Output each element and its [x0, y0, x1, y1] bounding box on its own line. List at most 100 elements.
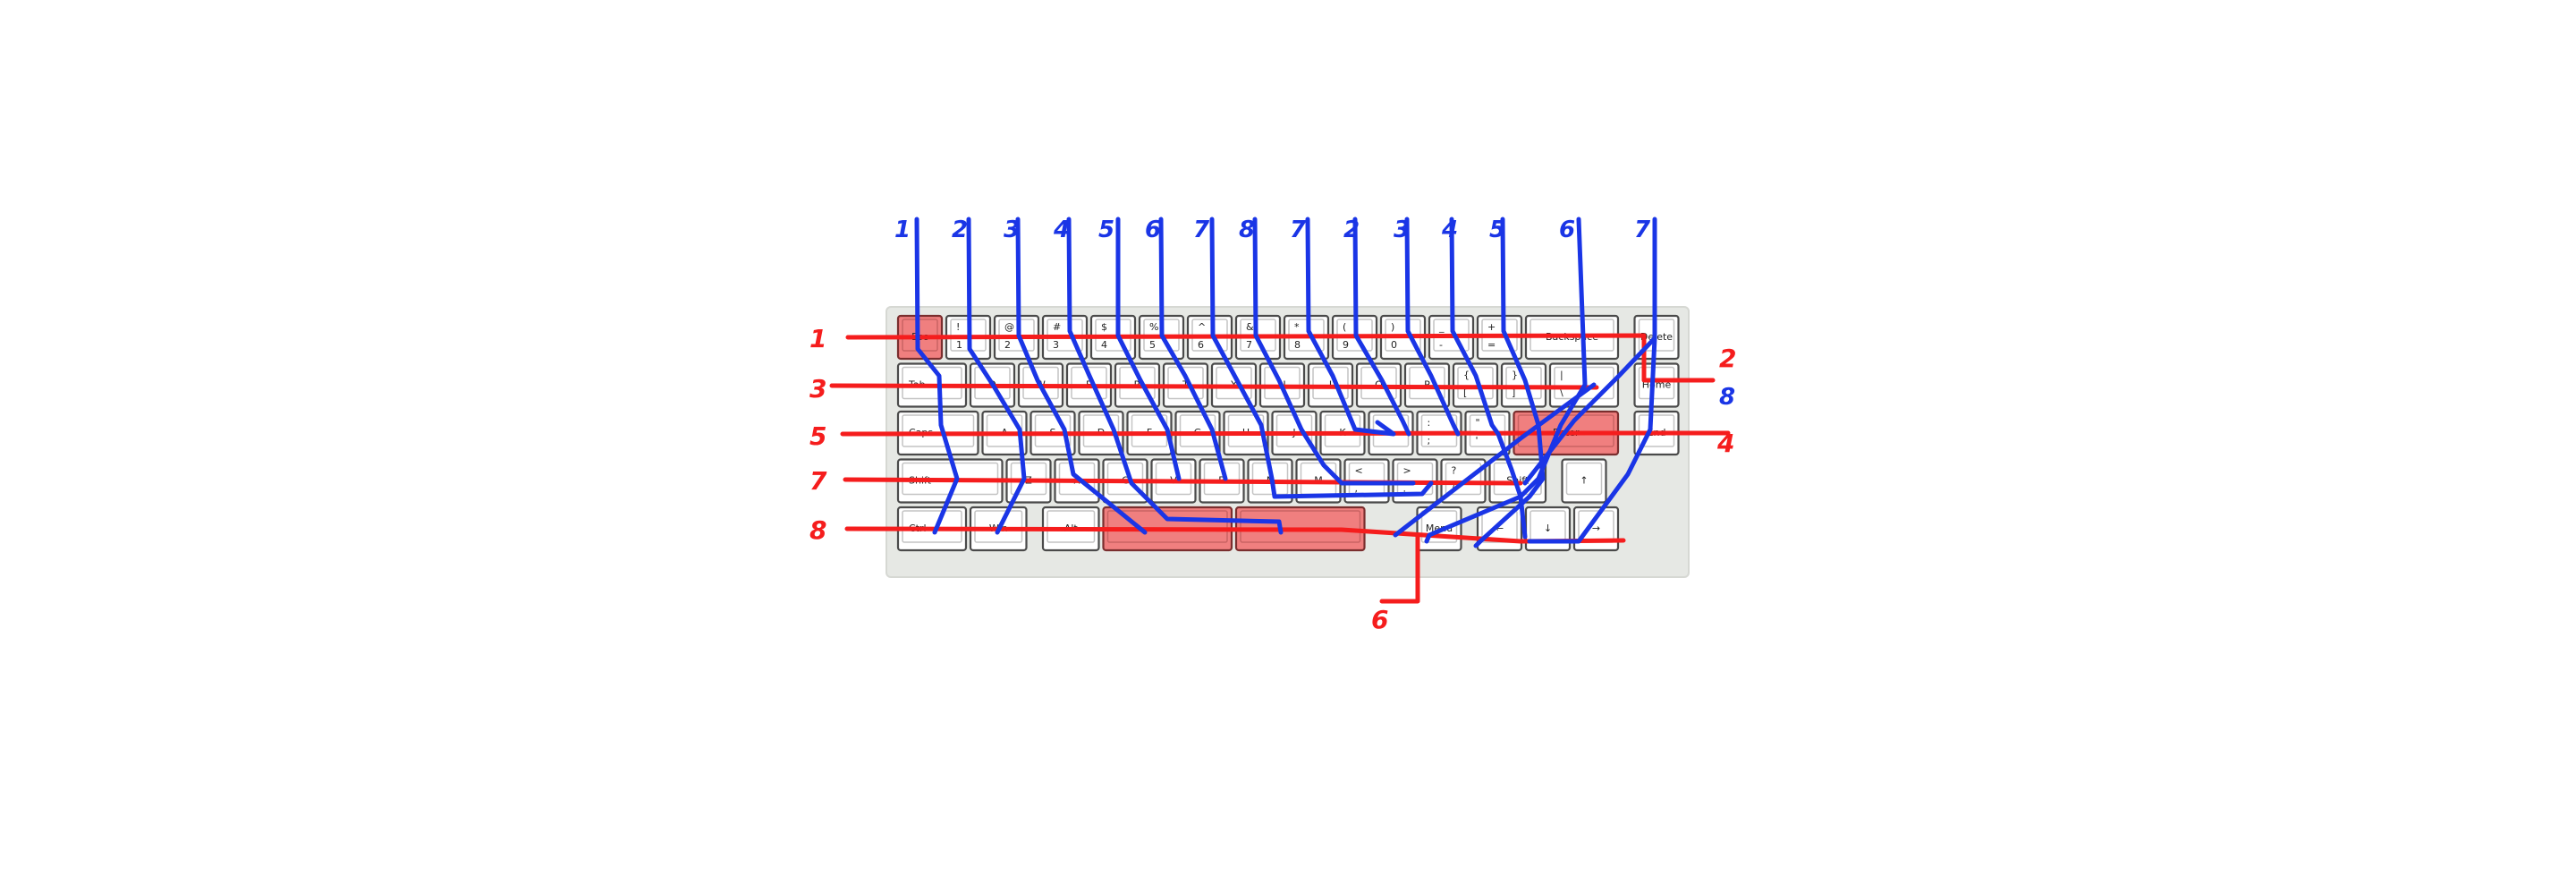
keycap-top [1264, 366, 1301, 400]
keycap-top [974, 510, 1023, 543]
key-legend-top: ( [1343, 321, 1346, 333]
key-legend-top: ^ [1198, 321, 1206, 333]
key-legend-bottom: 8 [1294, 339, 1301, 351]
key-legend-bottom: , [1355, 483, 1359, 495]
column-number-8: 8 [1239, 217, 1255, 243]
key-legend-top: { [1463, 370, 1470, 381]
row-number-4: 7 [809, 466, 827, 496]
column-number-6: 6 [1145, 217, 1161, 243]
right-number-3: 4 [1716, 429, 1734, 458]
column-wire-8 [1252, 217, 1416, 486]
column-number-7: 7 [1193, 217, 1210, 243]
key-legend-top: * [1294, 321, 1300, 333]
column-number-5: 5 [1098, 217, 1114, 243]
key-legend-bottom: 0 [1391, 339, 1397, 351]
column-number-14: 6 [1559, 217, 1575, 243]
key-legend-top: $ [1101, 321, 1107, 333]
keycap-top [902, 510, 962, 543]
column-wire-3 [1015, 217, 1148, 535]
keycap-top [1034, 414, 1072, 447]
keycap-top [1119, 366, 1156, 400]
key-legend-bottom: ] [1512, 387, 1515, 399]
key-legend-bottom: 6 [1198, 339, 1204, 351]
key-legend: → [1592, 523, 1600, 534]
column-wire-7 [1209, 217, 1434, 499]
key-4-7[interactable]: ↓ [1524, 506, 1572, 552]
column-number-4: 4 [1053, 217, 1070, 243]
key-legend-top: | [1560, 370, 1563, 381]
key-legend-top: % [1149, 321, 1158, 333]
key-1-14[interactable]: Home [1633, 362, 1680, 408]
keycap-top [974, 366, 1011, 400]
column-wire-10 [1352, 217, 1411, 437]
column-number-11: 3 [1394, 217, 1410, 243]
key-legend-top: > [1403, 465, 1411, 477]
keycap [1561, 458, 1607, 504]
key-legend: ↑ [1580, 475, 1588, 487]
wire-number-labels: 1 2 3 4 5 6 7 8 7 2 3 4 5 6 7 1 3 5 7 8 2 8 4 6 [809, 217, 1736, 634]
key-legend: ← [1496, 523, 1504, 534]
row-wire-6 [1379, 532, 1420, 604]
row-wire-1 [845, 333, 1716, 383]
keycap-top [1420, 510, 1458, 543]
column-number-9: 7 [1290, 217, 1307, 243]
key-legend-bottom: 2 [1004, 339, 1011, 351]
keycap-top [1565, 462, 1603, 496]
keycap-top [1505, 366, 1542, 400]
column-number-13: 5 [1489, 217, 1505, 243]
key-legend-top: ! [956, 321, 960, 333]
column-wire-11 [1404, 217, 1461, 437]
key-legend-bottom: [ [1463, 387, 1467, 399]
key-legend-bottom: ; [1428, 435, 1431, 446]
key-legend-top: } [1512, 370, 1518, 381]
column-wire-layer [914, 217, 1657, 548]
column-wire-17 [1393, 382, 1597, 538]
keycap-top [1022, 366, 1059, 400]
key-legend-top: # [1053, 321, 1061, 333]
right-number-1: 2 [1719, 344, 1736, 373]
column-number-15: 7 [1634, 217, 1651, 243]
key-legend-top: @ [1004, 321, 1014, 333]
keycap-top [1457, 366, 1494, 400]
keycap-top [1106, 510, 1228, 543]
key-legend: ↓ [1544, 523, 1552, 534]
key-legend-top: ) [1391, 321, 1394, 333]
column-wire-13 [1473, 217, 1546, 548]
row-number-1: 1 [809, 324, 826, 353]
column-wire-12 [1424, 217, 1523, 544]
column-number-12: 4 [1441, 217, 1458, 243]
key-legend-top: + [1487, 321, 1496, 333]
key-legend-top: " [1476, 417, 1480, 429]
key-legend-bottom: 1 [956, 339, 962, 351]
key-legend: Menu [1426, 523, 1453, 534]
keycap-top [902, 414, 975, 447]
keycap-top [1445, 462, 1482, 496]
key-legend-top: : [1428, 417, 1431, 429]
row-number-5: 8 [809, 515, 826, 545]
column-wire-4 [1066, 217, 1284, 535]
key-legend-bottom: 4 [1101, 339, 1107, 351]
keycap-top [1071, 366, 1107, 400]
column-number-10: 2 [1343, 217, 1360, 243]
key-legend-top: & [1246, 321, 1254, 333]
key-legend-bottom: 9 [1343, 339, 1349, 351]
key-legend-bottom: - [1439, 339, 1443, 351]
keycap-top [1216, 366, 1252, 400]
keycap-top [1240, 510, 1361, 543]
keycap-top [1638, 366, 1675, 400]
key-legend-top: ? [1452, 465, 1457, 477]
keycap-top [1167, 366, 1204, 400]
bottom-number: 6 [1371, 605, 1388, 634]
column-wire-15 [1522, 217, 1657, 486]
keycap-top [1360, 366, 1397, 400]
column-number-2: 2 [952, 217, 968, 243]
keycap-top [1179, 414, 1216, 447]
right-number-2: 8 [1719, 384, 1735, 411]
key-legend-bottom: . [1403, 483, 1407, 495]
key-legend-bottom: 7 [1246, 339, 1252, 351]
key-3-12[interactable]: ↑ [1561, 458, 1607, 504]
column-wire-16 [1527, 336, 1657, 544]
row-number-2: 3 [809, 374, 826, 404]
